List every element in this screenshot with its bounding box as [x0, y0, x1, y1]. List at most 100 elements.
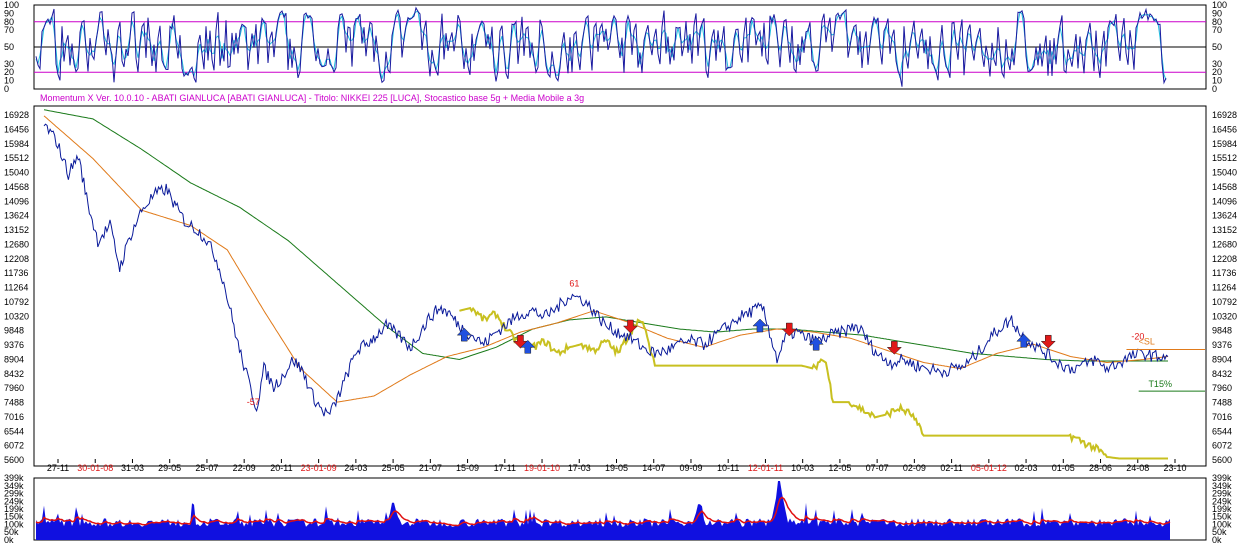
sell-signal-arrow [1040, 334, 1056, 349]
sell-signal-arrow [781, 322, 797, 337]
volume-tick-left: 0k [4, 535, 14, 545]
stoch-tick-right: 100 [1212, 0, 1227, 10]
series-ma-fast [43, 115, 1169, 403]
volume-tick-right: 100k [1212, 519, 1232, 529]
volume-tick-right: 50k [1212, 527, 1227, 537]
stoch-tick-left: 30 [4, 59, 14, 69]
price-tick-right: 11736 [1212, 268, 1236, 278]
price-tick-right: 13624 [1212, 211, 1237, 221]
volume-tick-left: 299k [4, 489, 24, 499]
price-annotation: -57 [247, 397, 260, 407]
sell-signal-arrow [886, 341, 902, 355]
price-tick-left: 16456 [4, 124, 29, 134]
volume-tick-right: 0k [1212, 535, 1222, 545]
price-annotation: T15% [1148, 379, 1172, 389]
volume-tick-left: 399k [4, 473, 24, 483]
volume-tick-right: 199k [1212, 504, 1232, 514]
stoch-tick-left: 50 [4, 42, 14, 52]
volume-tick-left: 150k [4, 512, 24, 522]
price-tick-left: 14568 [4, 182, 29, 192]
series-ma-slow [43, 109, 1168, 362]
price-tick-right: 9376 [1212, 340, 1232, 350]
price-tick-right: 13152 [1212, 225, 1237, 235]
price-tick-left: 5600 [4, 455, 24, 465]
price-tick-right: 7488 [1212, 398, 1232, 408]
price-x-tick-label: 23-01-09 [301, 463, 337, 473]
price-tick-left: 7016 [4, 412, 24, 422]
price-x-tick-label: 30-01-08 [77, 463, 113, 473]
price-tick-left: 8904 [4, 354, 24, 364]
volume-tick-left: 249k [4, 496, 24, 506]
series-equity [459, 306, 1168, 460]
price-tick-right: 8432 [1212, 369, 1232, 379]
price-tick-right: 14096 [1212, 196, 1237, 206]
price-tick-left: 9848 [4, 326, 24, 336]
price-x-tick-label: 29-05 [158, 463, 181, 473]
volume-average-line [35, 496, 1171, 527]
price-x-tick-label: 17-11 [494, 463, 516, 473]
price-x-tick-label: 01-05 [1052, 463, 1075, 473]
stoch-tick-left: 10 [4, 76, 14, 86]
buy-signal-arrow [808, 336, 824, 351]
price-tick-left: 7488 [4, 398, 24, 408]
price-tick-left: 15984 [4, 139, 29, 149]
volume-tick-left: 100k [4, 519, 24, 529]
price-tick-right: 15984 [1212, 139, 1237, 149]
info-line: Momentum X Ver. 10.0.10 - ABATI GIANLUCA… [40, 93, 584, 103]
volume-tick-right: 150k [1212, 512, 1232, 522]
price-annotation: <SL [1139, 336, 1155, 346]
price-tick-left: 14096 [4, 196, 29, 206]
stoch-tick-left: 0 [4, 84, 9, 94]
price-tick-left: 8432 [4, 369, 24, 379]
price-tick-left: 16928 [4, 110, 29, 120]
price-tick-left: 15512 [4, 153, 29, 163]
price-tick-right: 6544 [1212, 426, 1232, 436]
price-x-tick-label: 07-07 [866, 463, 889, 473]
stoch-tick-right: 90 [1212, 8, 1222, 18]
stoch-tick-left: 80 [4, 17, 14, 27]
stoch-tick-right: 70 [1212, 25, 1222, 35]
price-annotation: -20 [1131, 332, 1144, 342]
price-tick-right: 10792 [1212, 297, 1237, 307]
volume-tick-left: 50k [4, 527, 19, 537]
buy-signal-arrow [1016, 333, 1032, 348]
price-x-tick-label: 17-03 [568, 463, 591, 473]
price-tick-right: 5600 [1212, 455, 1232, 465]
price-tick-left: 6072 [4, 441, 24, 451]
price-x-tick-label: 27-11 [47, 463, 69, 473]
buy-signal-arrow [752, 318, 768, 333]
price-tick-left: 15040 [4, 168, 29, 178]
price-tick-right: 6072 [1212, 441, 1232, 451]
price-tick-right: 15512 [1212, 153, 1237, 163]
price-x-tick-label: 21-07 [419, 463, 442, 473]
price-tick-right: 16928 [1212, 110, 1237, 120]
volume-bars [36, 481, 1170, 540]
buy-signal-arrow [456, 327, 472, 342]
price-x-tick-label: 24-03 [344, 463, 367, 473]
price-tick-right: 11264 [1212, 283, 1236, 293]
price-tick-left: 6544 [4, 426, 24, 436]
stoch-main-line [35, 6, 1167, 87]
price-x-tick-label: 23-10 [1163, 463, 1186, 473]
price-tick-left: 12680 [4, 239, 29, 249]
price-tick-right: 7960 [1212, 383, 1232, 393]
volume-tick-right: 399k [1212, 473, 1232, 483]
volume-tick-left: 349k [4, 481, 24, 491]
series-price [43, 123, 1169, 417]
price-tick-left: 7960 [4, 383, 24, 393]
stoch-tick-left: 20 [4, 67, 14, 77]
price-x-tick-label: 02-11 [940, 463, 962, 473]
price-tick-right: 12208 [1212, 254, 1237, 264]
volume-tick-right: 299k [1212, 489, 1232, 499]
stoch-tick-right: 0 [1212, 84, 1217, 94]
price-x-tick-label: 19-01-10 [524, 463, 560, 473]
price-tick-right: 7016 [1212, 412, 1232, 422]
price-tick-left: 10320 [4, 311, 29, 321]
price-tick-left: 13152 [4, 225, 29, 235]
price-x-tick-label: 20-11 [270, 463, 292, 473]
price-x-tick-label: 02-09 [903, 463, 926, 473]
volume-tick-right: 349k [1212, 481, 1232, 491]
